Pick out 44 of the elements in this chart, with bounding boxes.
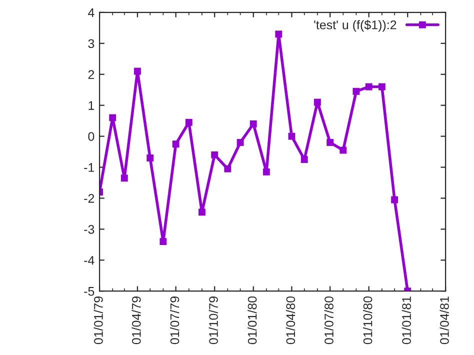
y-tick-label: -5 bbox=[84, 287, 94, 296]
y-tick-label: 4 bbox=[88, 8, 94, 17]
x-tick-label: 01/04/81 bbox=[440, 296, 449, 344]
x-tick-label: 01/07/80 bbox=[324, 296, 334, 344]
point bbox=[300, 156, 308, 163]
point bbox=[314, 98, 321, 106]
point bbox=[172, 140, 180, 148]
y-tick-label: -1 bbox=[84, 163, 94, 172]
point bbox=[236, 139, 244, 146]
point bbox=[262, 168, 270, 176]
y-tick-label: -3 bbox=[84, 224, 94, 234]
point bbox=[146, 154, 154, 162]
point bbox=[352, 88, 360, 95]
x-tick-label: 01/01/79 bbox=[94, 296, 103, 344]
point bbox=[185, 118, 192, 126]
point bbox=[326, 139, 334, 146]
y-tick-label: -4 bbox=[84, 256, 94, 265]
x-tick-label: 01/01/80 bbox=[248, 296, 257, 344]
point bbox=[109, 114, 116, 122]
point bbox=[378, 83, 386, 90]
point bbox=[120, 174, 128, 182]
point bbox=[211, 151, 218, 158]
point bbox=[224, 165, 232, 172]
point bbox=[275, 30, 282, 38]
point bbox=[391, 196, 398, 204]
point bbox=[288, 132, 296, 140]
x-tick-label: 01/01/81 bbox=[402, 296, 411, 344]
point bbox=[250, 120, 257, 128]
x-tick-label: 01/10/80 bbox=[363, 296, 372, 344]
x-tick-label: 01/07/79 bbox=[170, 296, 180, 344]
legend-label: 'test' u (f($1)):2 bbox=[314, 20, 396, 32]
point bbox=[198, 208, 206, 216]
point bbox=[365, 83, 372, 90]
y-tick-label: 3 bbox=[88, 39, 94, 48]
y-tick-label: 2 bbox=[88, 70, 94, 79]
x-tick-label: 01/10/79 bbox=[208, 296, 218, 344]
y-tick-label: 1 bbox=[88, 101, 94, 110]
y-tick-label: -2 bbox=[84, 194, 94, 203]
point bbox=[160, 238, 167, 246]
x-tick-label: 01/04/79 bbox=[132, 296, 141, 344]
x-tick-label: 01/04/80 bbox=[286, 296, 296, 344]
y-tick-label: 0 bbox=[88, 132, 94, 141]
point bbox=[340, 146, 347, 154]
point bbox=[134, 68, 141, 75]
